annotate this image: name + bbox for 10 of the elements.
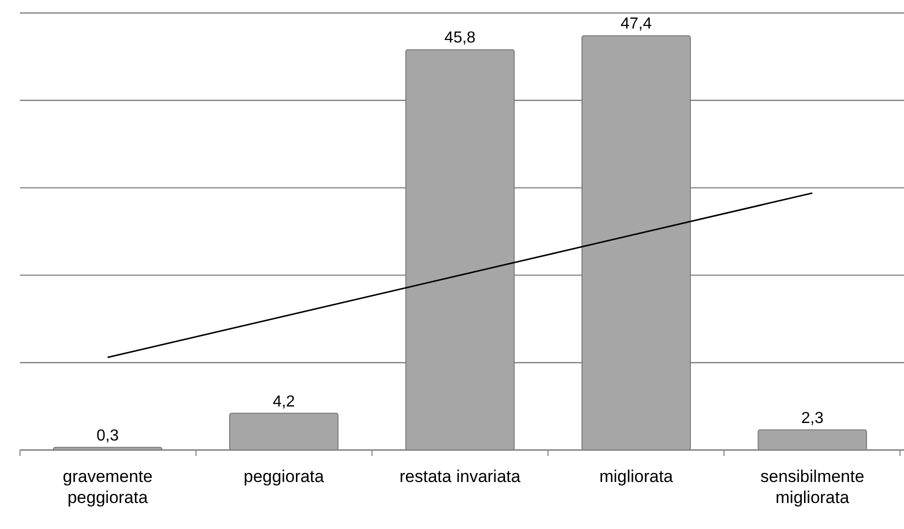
x-tick-label: gravemente peggiorata <box>62 467 153 507</box>
data-label: 45,8 <box>444 30 476 47</box>
x-tick-label: migliorata <box>599 467 674 486</box>
x-tick-label: restata invariata <box>400 467 522 486</box>
data-label: 0,3 <box>96 427 119 444</box>
x-tick-label: peggiorata <box>244 467 325 486</box>
data-label: 2,3 <box>801 410 824 427</box>
data-label: 4,2 <box>272 393 296 410</box>
data-label: 47,4 <box>620 16 652 33</box>
x-tick-label: sensibilmente migliorata <box>760 467 864 507</box>
